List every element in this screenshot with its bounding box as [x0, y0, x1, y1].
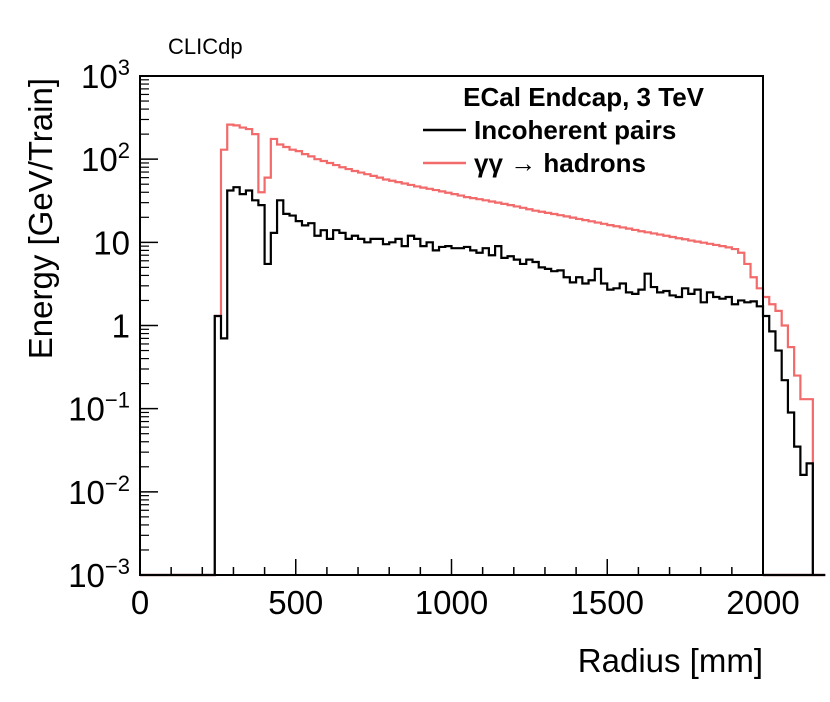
y-tick-label: 10−1 [68, 388, 130, 428]
x-axis-ticks [139, 559, 764, 575]
y-tick-label: 10−3 [68, 554, 130, 594]
legend: ECal Endcap, 3 TeV Incoherent pairs γγ →… [423, 82, 705, 178]
x-axis-tick-labels: 0 500 1000 1500 2000 [131, 584, 800, 621]
y-tick-label: 102 [81, 138, 130, 178]
legend-title: ECal Endcap, 3 TeV [463, 82, 704, 112]
legend-label-incoherent-pairs: Incoherent pairs [474, 115, 676, 145]
y-axis-title: Energy [GeV/Train] [22, 78, 59, 359]
y-tick-label: 10 [93, 224, 130, 261]
y-tick-label: 10−2 [68, 471, 130, 511]
series-line-gammagamma-hadrons [140, 123, 826, 577]
x-tick-label: 0 [131, 584, 149, 621]
plot-frame [139, 75, 764, 576]
clicdp-label: CLICdp [168, 34, 243, 59]
x-tick-label: 2000 [726, 584, 799, 621]
x-tick-label: 1000 [415, 584, 488, 621]
y-tick-label: 1 [112, 308, 130, 345]
x-tick-label: 500 [268, 584, 323, 621]
series-layer [140, 123, 826, 577]
y-tick-label: 103 [81, 55, 130, 95]
x-axis-title: Radius [mm] [578, 642, 763, 679]
x-tick-label: 1500 [571, 584, 644, 621]
y-axis-ticks [140, 75, 158, 576]
legend-label-gammagamma-hadrons: γγ → hadrons [474, 148, 646, 178]
series-line-incoherent-pairs [140, 186, 826, 577]
